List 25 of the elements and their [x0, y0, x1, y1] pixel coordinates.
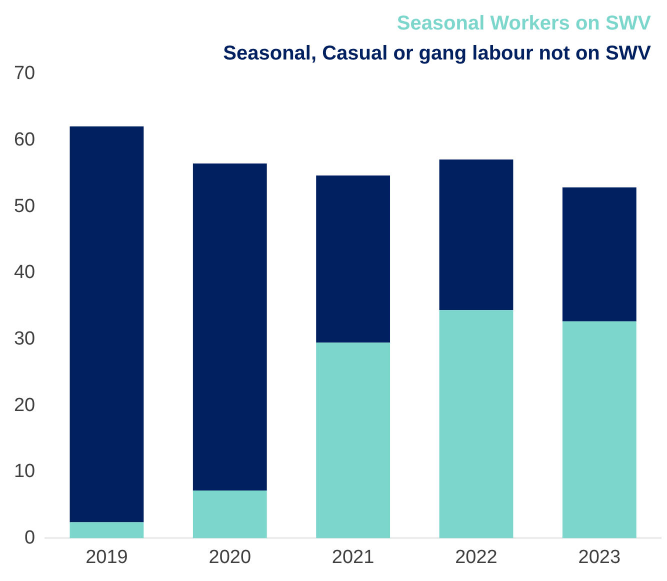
- bar: [562, 321, 636, 538]
- x-tick-label: 2020: [208, 546, 252, 568]
- y-tick-label: 0: [24, 527, 36, 548]
- bar: [70, 126, 144, 522]
- bar: [192, 490, 267, 538]
- x-tick-label: 2019: [86, 546, 128, 568]
- bar: [316, 342, 390, 538]
- bar: [70, 522, 144, 538]
- bar: [439, 310, 514, 538]
- bar: [316, 175, 390, 343]
- y-tick-label: 60: [14, 130, 36, 151]
- x-tick-label: 2022: [455, 546, 498, 568]
- y-tick-label: 40: [14, 262, 36, 284]
- bar: [439, 160, 514, 310]
- text: Seasonal, Casual or gang labour not on SWV: [223, 42, 652, 65]
- x-tick-label: 2023: [578, 546, 621, 568]
- y-tick-label: 70: [14, 63, 36, 84]
- x-tick-label: 2021: [332, 546, 374, 568]
- y-tick-label: 50: [14, 196, 36, 217]
- bar: [562, 187, 636, 322]
- bar: [192, 164, 267, 490]
- y-tick-label: 30: [14, 328, 36, 350]
- text: Seasonal Workers on SWV: [396, 12, 652, 35]
- y-tick-label: 20: [14, 394, 36, 416]
- y-tick-label: 10: [14, 461, 36, 482]
